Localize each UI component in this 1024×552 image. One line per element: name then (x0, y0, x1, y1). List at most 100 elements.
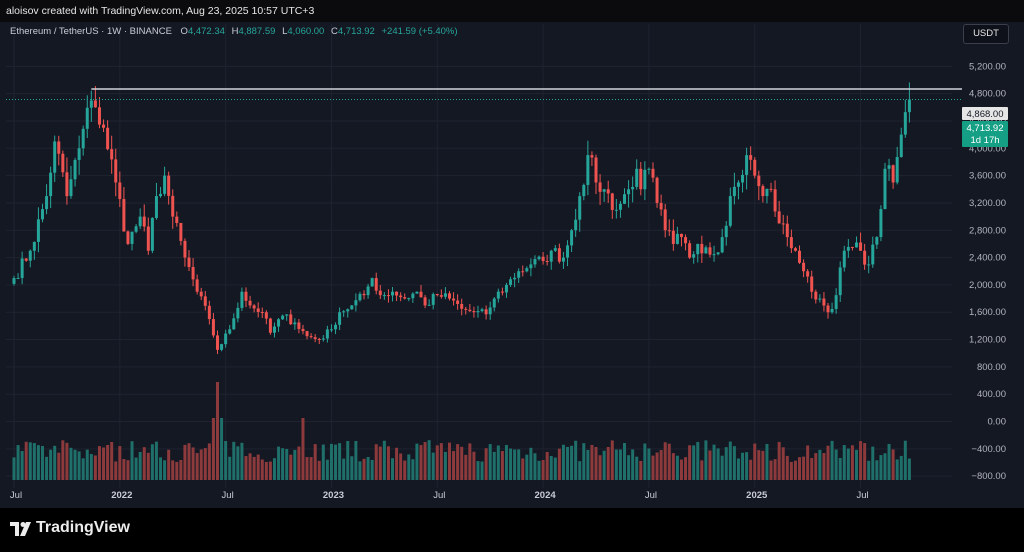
volume-bar (305, 457, 309, 480)
countdown-text: 1d 17h (970, 135, 999, 146)
candle-body (529, 264, 533, 269)
volume-bar (122, 459, 126, 480)
volume-bar (753, 443, 757, 480)
volume-bar (899, 455, 903, 480)
candle-body (195, 279, 199, 292)
price-tick-label: 2,000.00 (969, 280, 1006, 291)
candle-body (582, 184, 586, 197)
chart-panel[interactable] (0, 22, 1024, 508)
price-axis[interactable]: 5,200.004,800.004,400.004,000.003,600.00… (969, 61, 1006, 482)
candle-body (720, 237, 724, 253)
volume-bar (423, 442, 427, 480)
price-tags: 4,868.00 4,713.92 1d 17h (962, 107, 1008, 147)
volume-bar (623, 443, 626, 480)
volume-bar (150, 444, 154, 480)
volume-bar (631, 449, 635, 480)
volume-bar (220, 418, 224, 480)
candle-body (545, 261, 549, 262)
price-tick-label: −800.00 (971, 471, 1006, 482)
candle-body (154, 196, 158, 218)
candle-body (846, 246, 850, 251)
volume-bar (533, 453, 537, 480)
candle-body (566, 245, 570, 258)
candle-body (618, 203, 622, 210)
candle-body (781, 223, 785, 225)
volume-bar (484, 448, 488, 480)
candle-body (403, 297, 407, 299)
volume-bar (211, 418, 215, 480)
volume-bar (850, 445, 854, 480)
candle-body (350, 305, 354, 310)
price-tick-label: 3,200.00 (969, 198, 1006, 209)
volume-bar (488, 444, 492, 480)
candle-body (700, 243, 704, 254)
price-tick-label: 2,400.00 (969, 253, 1006, 264)
volume-bar (407, 454, 411, 480)
volume-bar (749, 459, 753, 480)
candle-body (859, 242, 863, 251)
volume-bar (313, 444, 317, 480)
candle-body (24, 258, 28, 261)
candle-body (183, 240, 187, 258)
price-chart[interactable]: 5,200.004,800.004,400.004,000.003,600.00… (0, 22, 1024, 508)
volume-bar (358, 461, 362, 480)
price-tick-label: 2,800.00 (969, 225, 1006, 236)
volume-bar (582, 443, 586, 480)
candle-body (517, 271, 521, 278)
candle-body (688, 243, 692, 258)
volume-bar (688, 445, 692, 480)
volume-bar (785, 455, 789, 480)
candle-body (199, 291, 203, 297)
volume-bar (167, 449, 171, 480)
volume-bar (834, 449, 838, 480)
candle-body (651, 168, 655, 178)
candle-body (671, 230, 675, 244)
candle-body (232, 318, 236, 330)
candle-body (810, 276, 814, 292)
candle-body (301, 328, 305, 332)
candle-body (631, 186, 635, 190)
volume-bar (281, 448, 285, 480)
candle-body (443, 293, 447, 297)
candle-body (704, 247, 708, 254)
volume-bar (293, 449, 297, 480)
candle-body (553, 248, 557, 251)
volume-bar (354, 440, 358, 480)
candle-body (423, 297, 427, 306)
volume-bar (171, 460, 175, 480)
volume-bar (69, 447, 73, 480)
candle-body (663, 209, 667, 231)
volume-bar (509, 448, 513, 480)
volume-bar (732, 446, 736, 480)
volume-bar (77, 451, 81, 480)
volume-bar (382, 440, 386, 480)
volume-bar (594, 446, 598, 480)
candle-body (216, 335, 219, 350)
grid-lines (6, 24, 952, 488)
currency-button[interactable]: USDT (963, 24, 1009, 44)
volume-bar (842, 445, 846, 480)
volume-bar (777, 441, 781, 480)
candle-body (667, 230, 671, 232)
high-line (6, 88, 962, 101)
volume-bar (443, 451, 447, 480)
volume-bar (598, 455, 602, 480)
volume-bar (309, 457, 313, 480)
volume-bar (403, 460, 407, 480)
candle-body (240, 291, 244, 308)
volume-bar (431, 452, 435, 480)
candle-body (753, 159, 757, 176)
volume-bar (232, 441, 236, 480)
volume-bar (399, 453, 403, 480)
volume-bar (224, 440, 228, 480)
time-axis[interactable]: Jul 2022 Jul 2023 Jul 2024 Jul 2025 Jul (10, 490, 869, 501)
volume-bar (643, 443, 647, 480)
volume-bar (228, 456, 232, 480)
candle-body (789, 237, 793, 249)
volume-bar (435, 445, 439, 480)
candle-body (211, 319, 215, 336)
candle-body (623, 194, 626, 204)
volume-bar (89, 454, 93, 480)
volume-bar (867, 460, 871, 480)
candle-body (871, 244, 875, 265)
